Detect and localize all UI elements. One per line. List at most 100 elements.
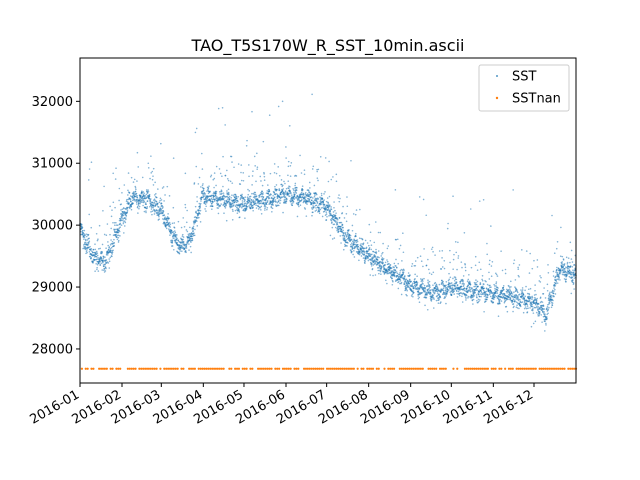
sstnan-point — [389, 367, 392, 370]
sst-point — [556, 271, 559, 274]
sst-point — [468, 273, 470, 276]
sst-point — [529, 287, 532, 290]
sst-point — [115, 233, 117, 236]
sst-point — [184, 172, 187, 175]
sst-point — [137, 212, 139, 214]
sst-point — [405, 278, 408, 281]
sst-point — [531, 295, 533, 298]
sst-point — [370, 244, 373, 246]
sst-point — [474, 255, 477, 258]
sst-point — [460, 285, 463, 288]
sst-point — [138, 207, 140, 210]
sst-point — [362, 257, 365, 259]
sst-point — [300, 172, 303, 174]
sst-point — [193, 223, 195, 225]
sst-point — [231, 205, 233, 207]
sst-point — [225, 195, 227, 198]
sst-point — [515, 306, 518, 308]
sst-point — [288, 187, 290, 190]
sst-point — [274, 199, 277, 201]
sst-point — [312, 165, 315, 168]
sst-point — [151, 213, 153, 216]
sst-point — [146, 192, 149, 194]
sst-point — [121, 216, 123, 218]
sst-point — [173, 222, 176, 224]
sst-point — [202, 189, 205, 191]
sst-point — [403, 269, 405, 271]
sst-point — [181, 233, 184, 236]
sstnan-point — [128, 367, 131, 370]
sst-point — [220, 203, 222, 205]
sst-point — [548, 303, 550, 305]
sst-point — [212, 178, 215, 181]
sst-point — [351, 242, 353, 245]
sst-point — [88, 213, 91, 216]
sst-point — [96, 263, 99, 266]
sst-point — [180, 244, 183, 247]
sst-point — [240, 164, 243, 166]
sst-point — [168, 217, 170, 220]
sst-point — [92, 260, 95, 263]
sst-point — [536, 266, 539, 268]
sst-point — [474, 285, 477, 288]
sst-point — [181, 245, 183, 248]
sst-point — [375, 248, 377, 251]
sst-point — [225, 219, 228, 222]
sst-point — [476, 280, 479, 283]
sst-point — [289, 186, 291, 188]
sst-point — [192, 228, 195, 230]
sst-point — [163, 214, 166, 216]
sst-point — [309, 193, 312, 195]
sst-point — [537, 313, 539, 315]
sst-point — [551, 214, 553, 217]
sst-point — [241, 206, 243, 209]
sstnan-point — [165, 367, 168, 370]
sst-point — [455, 281, 458, 283]
sst-point — [539, 308, 542, 311]
sstnan-point — [266, 367, 269, 370]
sst-point — [302, 192, 305, 195]
sst-point — [521, 287, 524, 289]
sst-point — [385, 279, 387, 282]
sst-point — [352, 213, 355, 215]
sstnan-point — [433, 367, 436, 370]
sst-point — [446, 287, 449, 290]
sst-point — [314, 194, 316, 196]
sst-point — [391, 277, 394, 280]
sst-point — [380, 255, 383, 257]
sst-point — [273, 171, 276, 174]
sst-point — [184, 203, 187, 206]
sst-point — [289, 165, 292, 167]
sst-point — [84, 239, 87, 242]
sst-point — [409, 279, 411, 281]
sst-point — [434, 291, 436, 294]
sst-point — [486, 298, 488, 301]
sst-point — [254, 200, 257, 202]
sst-point — [255, 180, 257, 183]
sstnan-point — [563, 367, 566, 370]
sst-point — [195, 165, 198, 168]
sst-point — [189, 226, 191, 229]
sst-point — [482, 285, 484, 288]
sst-point — [303, 173, 306, 176]
sst-point — [489, 292, 492, 294]
sstnan-point — [249, 367, 252, 370]
sstnan-point — [99, 367, 103, 370]
sst-point — [329, 212, 332, 215]
sst-point — [119, 222, 122, 225]
sst-point — [542, 305, 545, 307]
sstnan-point — [302, 367, 306, 370]
sst-point — [178, 252, 181, 255]
sstnan-point — [170, 367, 174, 370]
sstnan-point — [276, 367, 279, 370]
sst-point — [284, 182, 286, 185]
sst-point — [232, 202, 234, 204]
sst-point — [573, 277, 576, 279]
sst-point — [396, 272, 399, 275]
sstnan-point — [362, 367, 365, 370]
sst-point — [523, 307, 526, 310]
sst-point — [436, 286, 439, 289]
sst-point — [445, 302, 447, 305]
sstnan-point — [316, 367, 319, 370]
sst-point — [311, 214, 313, 217]
